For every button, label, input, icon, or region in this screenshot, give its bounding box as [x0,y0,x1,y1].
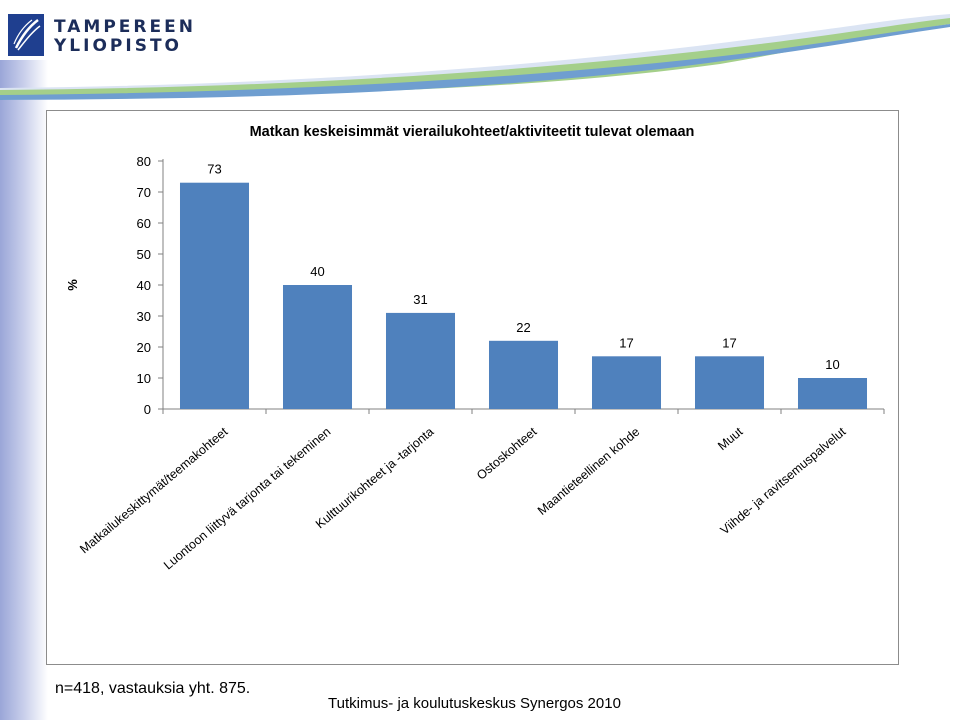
logo-text-line2: YLIOPISTO [54,36,182,56]
data-label: 40 [310,264,324,279]
bar [694,356,765,409]
bar [385,312,456,409]
x-tick-label: Kulttuurikohteet ja -tarjonta [313,425,436,532]
data-label: 17 [619,335,633,350]
data-label: 10 [825,357,839,372]
x-tick-label: Ostoskohteet [474,424,540,482]
bar-chart: Matkan keskeisimmät vierailukohteet/akti… [65,124,885,573]
y-tick-label: 10 [137,371,151,386]
y-tick-label: 0 [144,402,151,417]
y-tick-label: 60 [137,216,151,231]
y-tick-label: 80 [137,154,151,169]
chart-title: Matkan keskeisimmät vierailukohteet/akti… [250,124,695,140]
y-tick-label: 50 [137,247,151,262]
data-label: 22 [516,320,530,335]
x-tick-label: Luontoon liittyvä tarjonta tai tekeminen [161,425,333,573]
y-tick-label: 20 [137,340,151,355]
logo-text-line1: TAMPEREEN [54,17,196,37]
bar [488,340,559,409]
y-tick-label: 40 [137,278,151,293]
data-label: 17 [722,335,736,350]
x-tick-label: Maantieteellinen kohde [535,425,643,518]
side-gradient [0,60,48,720]
sample-size-note: n=418, vastauksia yht. 875. [55,680,251,697]
university-logo: TAMPEREEN YLIOPISTO [8,14,193,60]
x-tick-label: Muut [715,424,746,453]
y-axis-label: % [65,279,80,291]
bar [591,356,662,409]
header-swoosh [0,14,950,100]
y-tick-label: 70 [137,185,151,200]
bar [179,182,250,409]
source-credit: Tutkimus- ja koulutuskeskus Synergos 201… [328,695,621,712]
bar [797,378,868,409]
bar [282,285,353,409]
logo-emblem-icon [8,14,44,56]
chart-frame: Matkan keskeisimmät vierailukohteet/akti… [46,110,899,665]
y-tick-label: 30 [137,309,151,324]
data-label: 31 [413,292,427,307]
data-label: 73 [207,162,221,177]
